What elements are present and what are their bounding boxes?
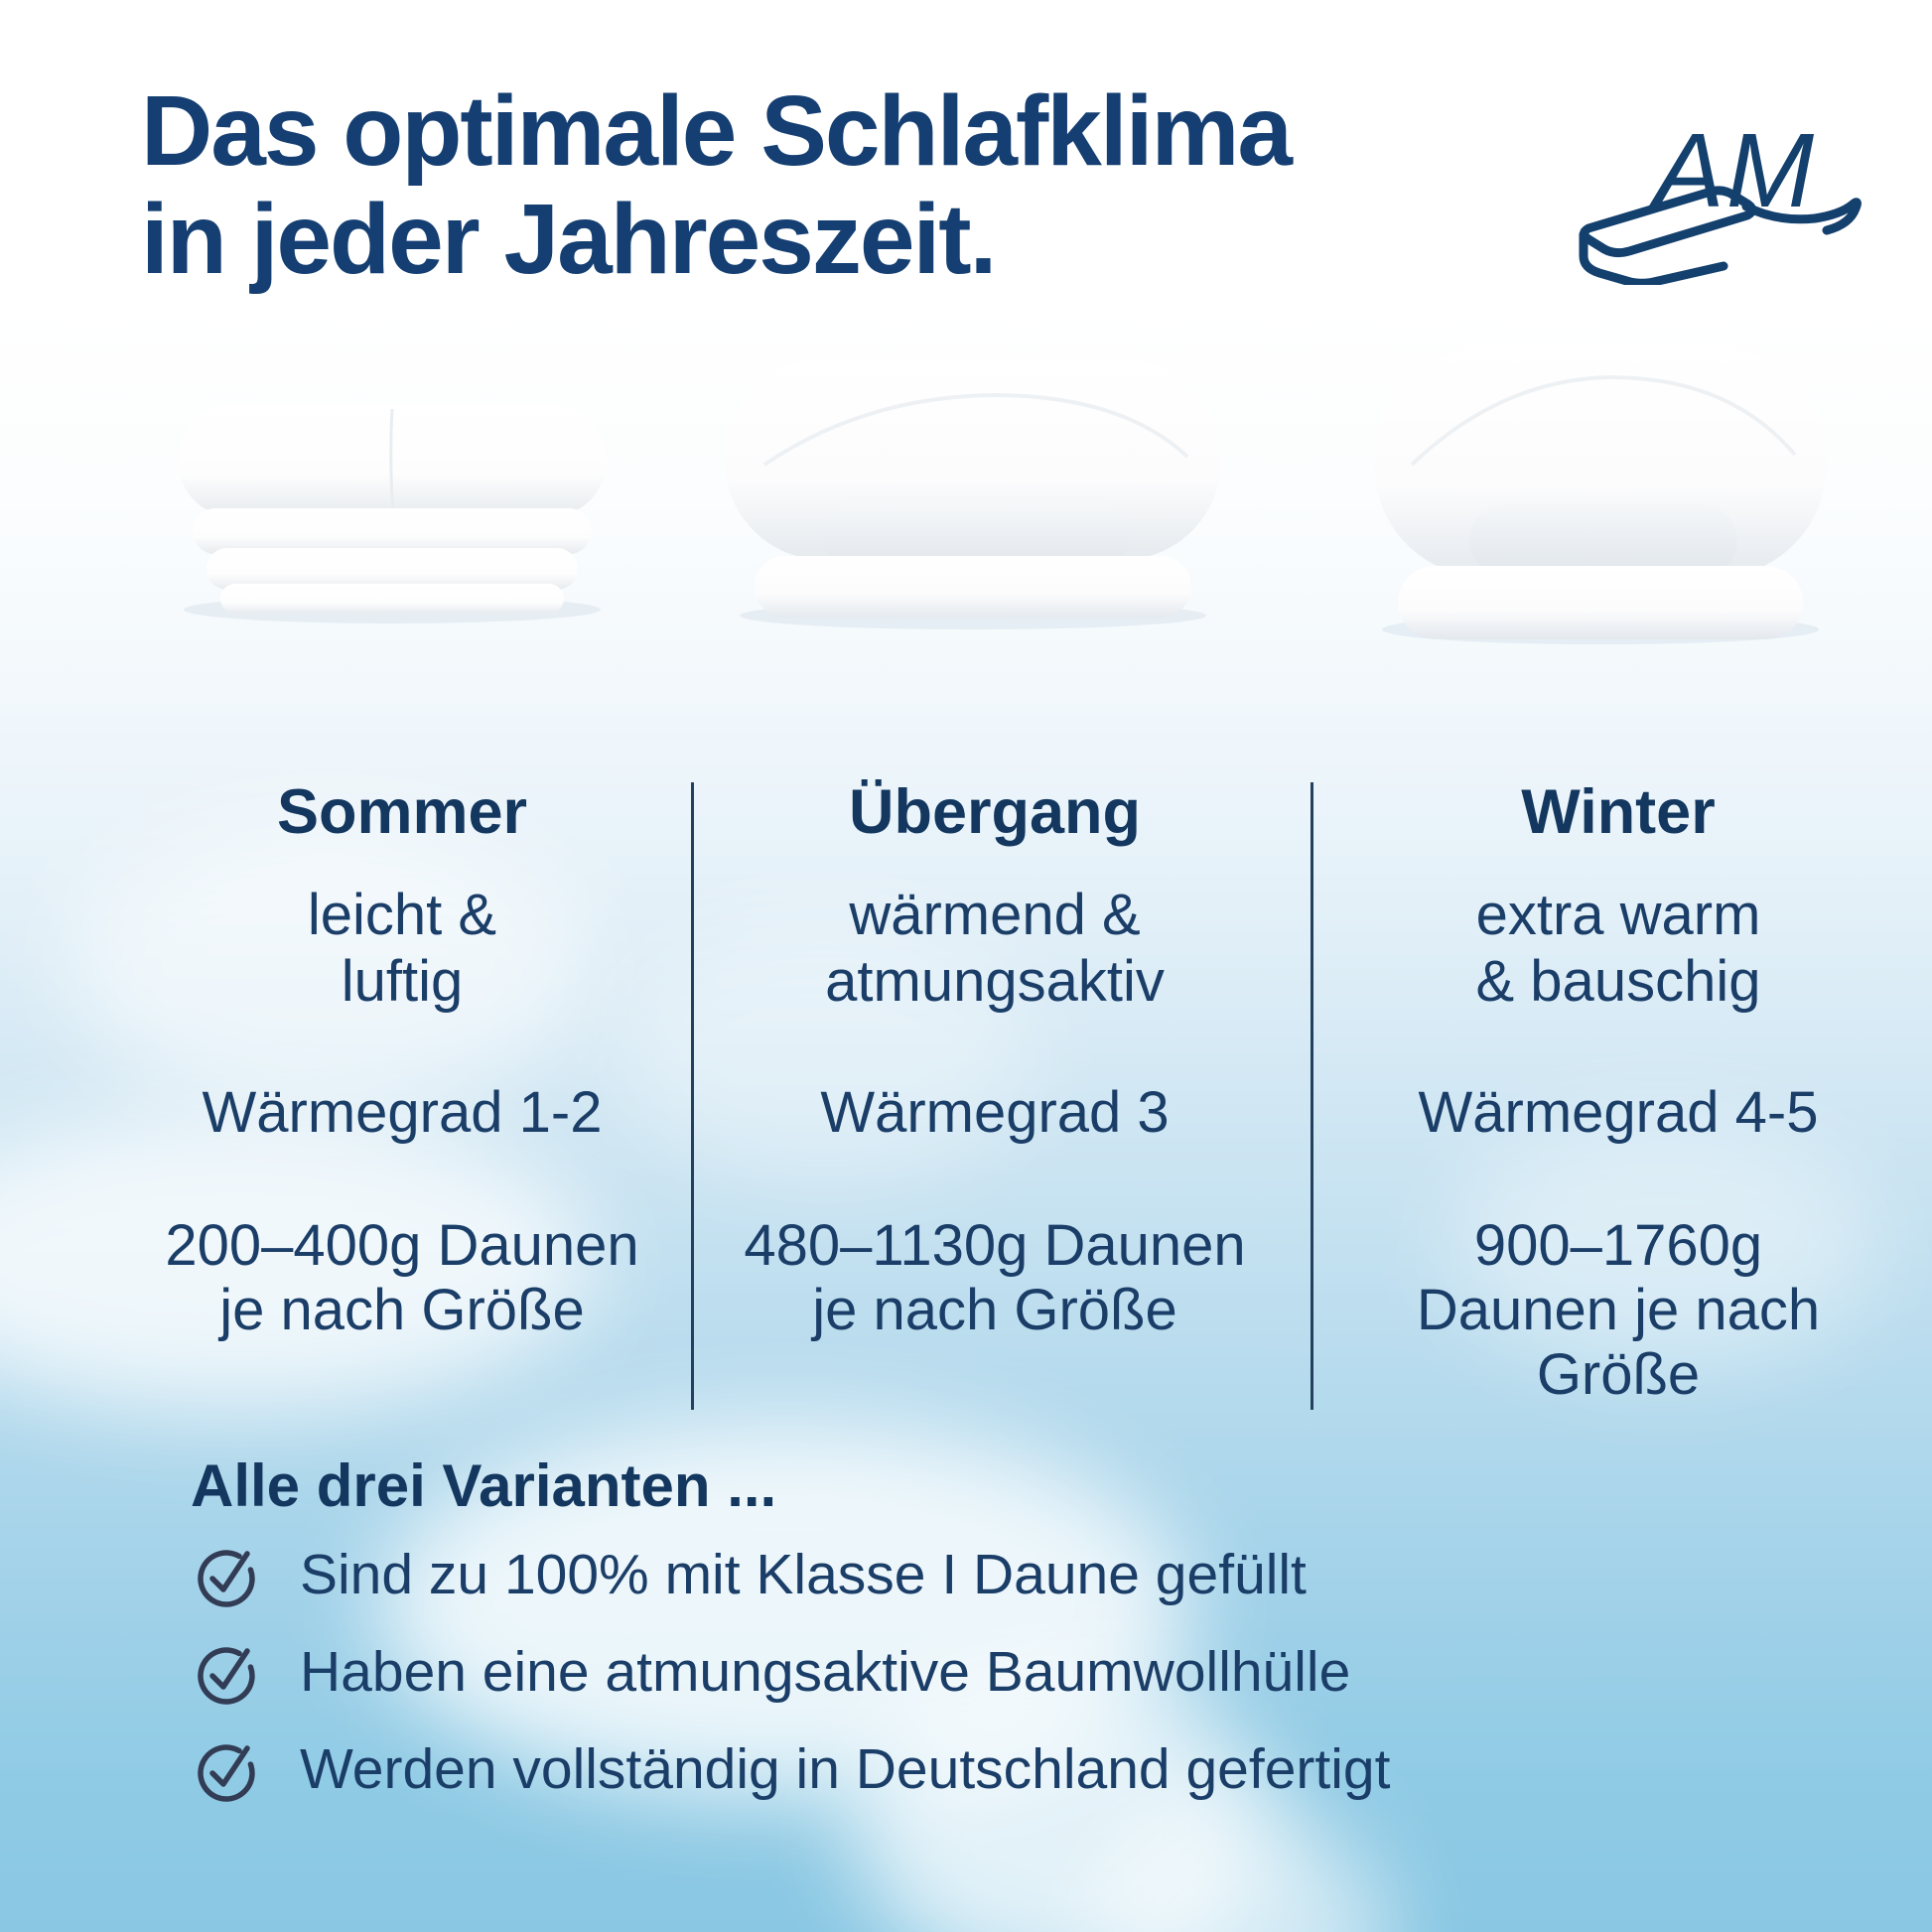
- warmth-grade: Wärmegrad 1-2: [202, 1080, 603, 1145]
- fill-line: 200–400g Daunen: [165, 1213, 639, 1278]
- fill-line: 900–1760g: [1473, 1213, 1763, 1278]
- description-line: leicht &: [307, 883, 497, 947]
- page-title-line2: in jeder Jahreszeit.: [141, 184, 997, 295]
- description-line: atmungsaktiv: [825, 949, 1165, 1014]
- column-divider: [691, 782, 694, 1410]
- brand-logo-text: AM: [1648, 112, 1816, 229]
- description-line: & bauschig: [1475, 949, 1761, 1014]
- benefit-item: Sind zu 100% mit Klasse I Daune gefüllt: [191, 1539, 1307, 1610]
- cloud-shape: [1092, 1807, 1390, 1932]
- season-description: leicht & luftig: [114, 882, 690, 1015]
- description-line: luftig: [341, 949, 464, 1014]
- fill-weight: 480–1130g Daunen je nach Größe: [703, 1213, 1287, 1342]
- column-divider: [1311, 782, 1313, 1410]
- fill-line: je nach Größe: [812, 1278, 1177, 1342]
- column-uebergang: Übergang wärmend & atmungsaktiv Wärmegra…: [703, 776, 1287, 1451]
- variants-heading: Alle drei Varianten ...: [191, 1452, 777, 1519]
- benefit-item: Werden vollständig in Deutschland gefert…: [191, 1733, 1390, 1805]
- fill-weight: 200–400g Daunen je nach Größe: [114, 1213, 690, 1342]
- fill-line: Daunen je nach: [1416, 1278, 1821, 1342]
- description-line: wärmend &: [849, 883, 1141, 947]
- check-circle-icon: [198, 1744, 255, 1802]
- benefit-text: Sind zu 100% mit Klasse I Daune gefüllt: [300, 1543, 1307, 1606]
- warmth-grade: Wärmegrad 4-5: [1418, 1080, 1819, 1145]
- benefit-item: Haben eine atmungsaktive Baumwollhülle: [191, 1636, 1350, 1708]
- fill-line: je nach Größe: [219, 1278, 585, 1342]
- column-winter: Winter extra warm & bauschig Wärmegrad 4…: [1326, 776, 1910, 1451]
- fill-line: Größe: [1536, 1342, 1701, 1407]
- season-title: Übergang: [848, 777, 1142, 847]
- fill-weight: 900–1760g Daunen je nach Größe: [1326, 1213, 1910, 1407]
- season-description: wärmend & atmungsaktiv: [703, 882, 1287, 1015]
- summer-duvet-image: [179, 405, 606, 623]
- benefit-text: Werden vollständig in Deutschland gefert…: [300, 1737, 1391, 1801]
- season-title: Winter: [1521, 777, 1716, 847]
- fill-line: 480–1130g Daunen: [744, 1213, 1246, 1278]
- transition-duvet-image: [725, 359, 1221, 629]
- page-title-line1: Das optimale Schlafklima: [141, 75, 1293, 187]
- season-title: Sommer: [276, 777, 528, 847]
- brand-logo: AM: [1557, 71, 1874, 290]
- warmth-grade: Wärmegrad 3: [820, 1080, 1170, 1145]
- description-line: extra warm: [1475, 883, 1761, 947]
- season-description: extra warm & bauschig: [1326, 882, 1910, 1015]
- check-circle-icon: [198, 1550, 255, 1607]
- column-sommer: Sommer leicht & luftig Wärmegrad 1-2 200…: [114, 776, 690, 1451]
- benefit-text: Haben eine atmungsaktive Baumwollhülle: [300, 1640, 1351, 1704]
- page-title: Das optimale Schlafklima in jeder Jahres…: [141, 75, 1293, 295]
- check-circle-icon: [198, 1647, 255, 1705]
- winter-duvet-image: [1374, 347, 1827, 644]
- mattress-icon: AM: [1579, 112, 1862, 288]
